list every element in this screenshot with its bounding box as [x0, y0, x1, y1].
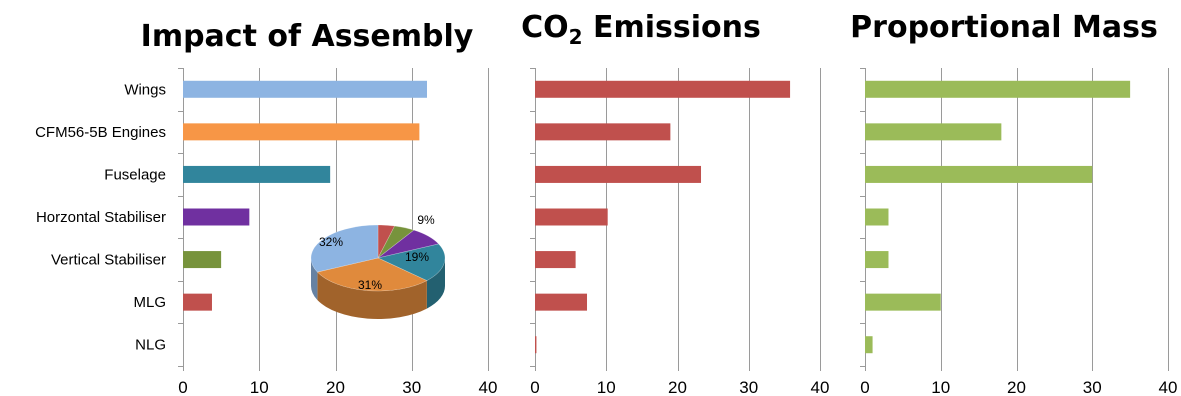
bar-cfm56-5b-engines	[183, 123, 420, 141]
category-label: NLG	[135, 337, 166, 354]
category-label: MLG	[133, 294, 166, 311]
bar-mlg	[183, 293, 212, 311]
x-tick-label: 10	[597, 378, 616, 396]
title-subscript: 2	[569, 25, 583, 49]
bar-horzontal-stabiliser	[183, 208, 250, 226]
bar-fuselage	[535, 165, 702, 183]
proportional-mass-chart: Proportional Mass 0 10 20 30 40	[850, 10, 1177, 396]
x-tick-label: 0	[530, 378, 539, 396]
x-tick-label: 20	[1007, 378, 1026, 396]
bar-nlg	[535, 336, 537, 354]
x-tick-label: 30	[1083, 378, 1102, 396]
pie-slice-vertical-stabiliser	[377, 225, 415, 259]
x-tick-label: 10	[250, 378, 269, 396]
pie-data-label: 31%	[358, 278, 382, 292]
pie-slice-horzontal-stabiliser	[377, 229, 440, 259]
pie-slice-mlg	[377, 224, 396, 259]
bar-fuselage	[183, 165, 331, 183]
chart-title: Impact of Assembly	[141, 19, 474, 54]
x-tick-label: 20	[326, 378, 345, 396]
category-label: Horzontal Stabiliser	[36, 209, 166, 226]
bar-vertical-stabiliser	[183, 251, 222, 269]
chart-title: Proportional Mass	[850, 10, 1158, 45]
pie-side-wall	[311, 258, 318, 301]
x-tick-label: 30	[739, 378, 758, 396]
bar-nlg	[865, 336, 873, 354]
x-tick-label: 40	[479, 378, 498, 396]
co2-emissions-chart: CO2 Emissions 0 10 20 30 40	[521, 10, 829, 396]
pie-slice-cfm56-5b-engines	[316, 257, 428, 292]
bar-mlg	[535, 293, 588, 311]
bar-wings	[183, 80, 427, 98]
x-tick-label: 0	[860, 378, 869, 396]
category-label: CFM56-5B Engines	[35, 124, 166, 141]
bar-wings	[865, 80, 1131, 98]
x-tick-label: 0	[178, 378, 187, 396]
impact-of-assembly-chart: Impact of Assembly Wings CFM56-5B Engines…	[35, 19, 497, 396]
pie-data-label: 32%	[319, 235, 343, 249]
bar-horzontal-stabiliser	[535, 208, 608, 226]
bar-mlg	[865, 293, 941, 311]
x-tick-label: 40	[1159, 378, 1178, 396]
title-main: CO	[521, 10, 569, 45]
bar-wings	[535, 80, 791, 98]
x-tick-label: 10	[931, 378, 950, 396]
bar-horzontal-stabiliser	[865, 208, 889, 226]
chart-title: CO2 Emissions	[521, 10, 761, 49]
pie-data-label: 9%	[417, 213, 435, 227]
bar-fuselage	[865, 165, 1093, 183]
pie-side-wall	[426, 258, 445, 309]
pie-data-label: 19%	[405, 250, 429, 264]
bar-vertical-stabiliser	[865, 251, 889, 269]
bar-cfm56-5b-engines	[535, 123, 671, 141]
inset-pie-chart: 32% 31% 19% 9%	[310, 213, 446, 320]
pie-slice-wings	[310, 224, 379, 273]
x-tick-label: 20	[668, 378, 687, 396]
title-rest: Emissions	[583, 10, 761, 45]
pie-slice-fuselage	[377, 243, 446, 281]
bar-vertical-stabiliser	[535, 251, 576, 269]
category-label: Wings	[124, 81, 166, 98]
category-label: Vertical Stabiliser	[51, 252, 166, 269]
bar-cfm56-5b-engines	[865, 123, 1002, 141]
category-label: Fuselage	[104, 166, 166, 183]
x-tick-label: 30	[402, 378, 421, 396]
pie-side-wall	[317, 272, 427, 320]
x-tick-label: 40	[811, 378, 830, 396]
